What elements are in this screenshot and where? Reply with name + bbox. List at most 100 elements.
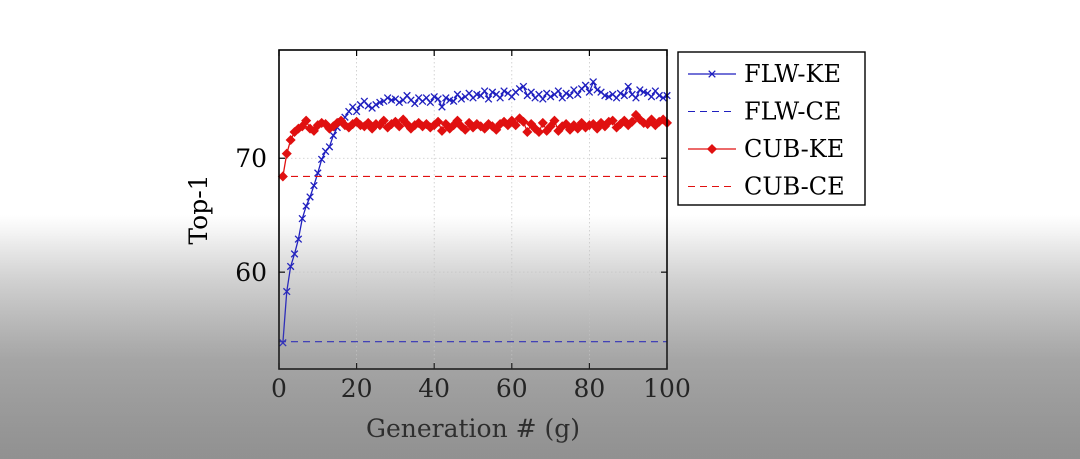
- x-tick-label: 40: [418, 374, 450, 403]
- cub-ke-point: [596, 117, 607, 128]
- x-tick-label: 100: [643, 374, 691, 403]
- x-tick-label: 0: [271, 374, 287, 403]
- y-axis-title: Top-1: [184, 174, 213, 244]
- flw-ke-point: [294, 235, 303, 243]
- cub-ke-point: [510, 120, 521, 131]
- flw-ke-point: [286, 262, 295, 271]
- legend: FLW-KE FLW-CE CUB-KE CUB-CE: [677, 51, 866, 206]
- flw-ke-point: [647, 92, 656, 101]
- legend-marker: [708, 70, 716, 78]
- flw-ke-point: [574, 90, 582, 99]
- flw-ke-point: [554, 87, 563, 95]
- cub-ke-point: [285, 134, 296, 146]
- cub-ke-point: [607, 115, 618, 126]
- flw-ke-point: [515, 84, 524, 93]
- flw-ke-point: [585, 88, 594, 96]
- legend-marker: [706, 143, 718, 155]
- flw-ke-point: [279, 339, 287, 347]
- flw-ke-point: [383, 94, 392, 102]
- flw-ke-point: [655, 91, 663, 100]
- flw-ke-point: [527, 88, 535, 96]
- flw-ke-point: [325, 143, 334, 151]
- flw-ke-point: [434, 95, 442, 103]
- legend-label: CUB-CE: [744, 173, 845, 201]
- flw-ke-point: [438, 103, 446, 111]
- flw-ke-point: [566, 91, 574, 100]
- cub-ke-point: [378, 115, 389, 126]
- flw-ke-point: [395, 98, 404, 107]
- flw-ke-point: [290, 250, 299, 258]
- flw-ke-point: [496, 94, 504, 102]
- x-tick-label: 60: [496, 374, 528, 403]
- legend-item-flw-ke: FLW-KE: [688, 60, 841, 88]
- flw-ke-point: [546, 92, 555, 101]
- series-layer: [277, 78, 673, 347]
- flw-ke-point: [480, 87, 489, 95]
- flw-ke-point: [659, 94, 667, 102]
- cub-ke-point: [436, 125, 447, 136]
- flw-ke-point: [620, 91, 629, 100]
- flw-ke-point: [449, 97, 458, 106]
- cub-ke-point: [533, 127, 544, 138]
- cub-ke-point: [499, 116, 510, 127]
- legend-item-cub-ce: CUB-CE: [688, 173, 845, 201]
- flw-ke-point: [539, 95, 547, 103]
- legend-label: FLW-KE: [744, 60, 841, 88]
- series-flw-ke: [279, 78, 671, 347]
- cub-ke-point: [281, 148, 292, 159]
- y-tick-label: 70: [235, 144, 267, 173]
- flw-ke-point: [632, 94, 640, 102]
- flw-ke-point: [593, 86, 601, 94]
- flw-ke-point: [310, 181, 318, 190]
- x-tick-label: 80: [573, 374, 605, 403]
- flw-ke-point: [562, 89, 570, 98]
- cub-ke-point: [658, 114, 669, 125]
- flw-ke-point: [457, 95, 466, 103]
- flw-ke-point: [352, 107, 361, 116]
- flw-ke-point: [605, 92, 613, 101]
- cub-ke-point: [627, 116, 638, 127]
- flw-ke-point: [302, 202, 310, 210]
- cub-ke-point: [460, 124, 471, 135]
- legend-label: FLW-CE: [744, 98, 841, 126]
- flw-ke-point: [372, 100, 380, 109]
- flw-ke-point: [484, 95, 493, 103]
- y-tick-label: 60: [235, 258, 267, 287]
- legend-item-flw-ce: FLW-CE: [688, 98, 841, 126]
- cub-ke-point: [634, 114, 645, 125]
- cub-ke-point: [351, 116, 362, 127]
- cub-ke-point: [549, 115, 560, 126]
- cub-ke-point: [537, 117, 548, 128]
- flw-ke-point: [589, 78, 598, 86]
- flw-ke-point: [411, 99, 419, 108]
- cub-ke-point: [433, 116, 444, 127]
- flw-ke-point: [314, 169, 322, 177]
- flw-ke-point: [624, 82, 632, 91]
- flw-ke-point: [317, 155, 326, 164]
- legend-label: CUB-KE: [744, 135, 844, 163]
- x-axis-title: Generation # (g): [366, 414, 580, 443]
- flw-ke-point: [581, 81, 590, 90]
- flw-ke-point: [519, 82, 528, 91]
- cub-ke-point: [518, 116, 529, 127]
- flw-ke-point: [500, 87, 508, 95]
- cub-ke-point: [456, 121, 467, 132]
- flw-ke-point: [616, 89, 625, 98]
- plot-frame: [278, 49, 668, 370]
- flw-ke-point: [329, 131, 338, 140]
- flw-ke-point: [306, 193, 314, 201]
- cub-ke-point: [394, 121, 405, 132]
- cub-ke-point: [487, 121, 498, 132]
- flw-ke-point: [426, 98, 435, 107]
- cub-ke-point: [522, 127, 533, 138]
- legend-item-cub-ke: CUB-KE: [688, 135, 844, 163]
- flw-ke-point: [442, 94, 450, 102]
- cub-ke-point: [301, 115, 312, 126]
- flw-ke-point: [298, 214, 307, 223]
- flw-ke-point: [636, 86, 644, 94]
- x-tick-label: 20: [341, 374, 373, 403]
- flw-ke-point: [364, 102, 372, 110]
- flw-ke-point: [488, 88, 497, 96]
